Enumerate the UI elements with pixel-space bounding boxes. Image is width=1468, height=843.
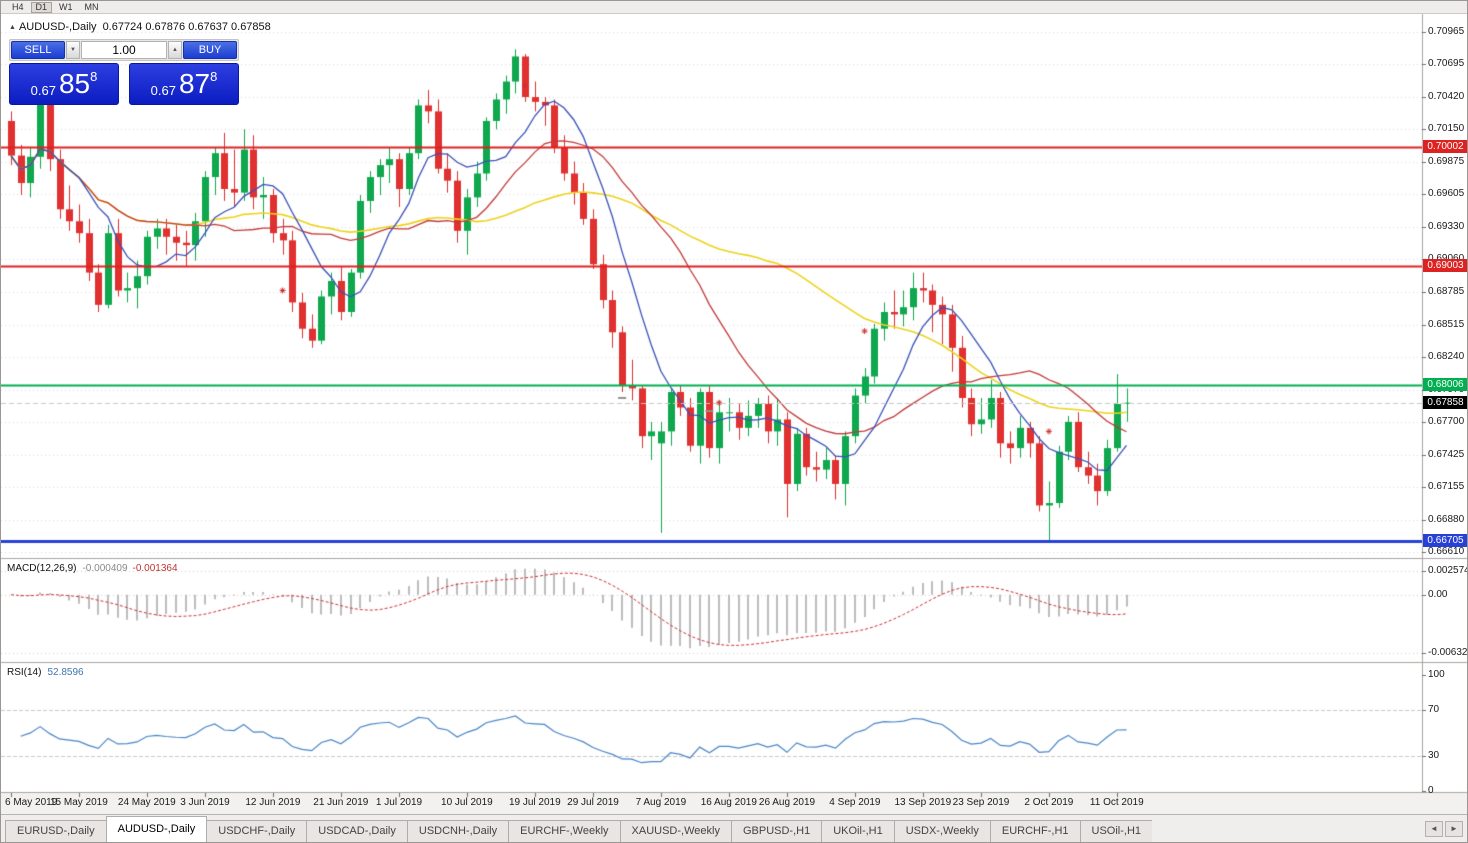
- buy-price-pip: 8: [210, 69, 218, 84]
- chart-tab-xauusd-weekly[interactable]: XAUUSD-,Weekly: [619, 820, 732, 842]
- timeframe-button-h4[interactable]: H4: [7, 2, 29, 13]
- buy-button[interactable]: BUY: [183, 41, 237, 59]
- chart-tab-usdx-weekly[interactable]: USDX-,Weekly: [893, 820, 991, 842]
- sell-button[interactable]: SELL: [11, 41, 65, 59]
- timeframe-button-d1[interactable]: D1: [30, 1, 53, 13]
- tab-scroll-left-button[interactable]: ◄: [1425, 821, 1443, 837]
- one-click-prices: 0.67 85 8 0.67 87 8: [9, 63, 239, 105]
- chart-tab-audusd-daily[interactable]: AUDUSD-,Daily: [105, 816, 208, 842]
- chart-tab-gbpusd-h1[interactable]: GBPUSD-,H1: [730, 820, 823, 842]
- buy-price-button[interactable]: 0.67 87 8: [129, 63, 239, 105]
- tab-scroll-right-button[interactable]: ►: [1445, 821, 1463, 837]
- one-click-top-row: SELL ▼ ▲ BUY: [9, 39, 239, 61]
- volume-increase-button[interactable]: ▲: [168, 41, 182, 59]
- chart-tab-eurchf-h1[interactable]: EURCHF-,H1: [989, 820, 1081, 842]
- chart-tab-ukoil-h1[interactable]: UKOil-,H1: [821, 820, 895, 842]
- sell-price-button[interactable]: 0.67 85 8: [9, 63, 119, 105]
- date-axis[interactable]: [1, 793, 1422, 816]
- chart-tab-usdcnh-daily[interactable]: USDCNH-,Daily: [406, 820, 510, 842]
- price-axis[interactable]: [1422, 14, 1467, 793]
- chart-tab-eurchf-weekly[interactable]: EURCHF-,Weekly: [508, 820, 621, 842]
- sell-price-digits: 85: [58, 68, 91, 99]
- timeframe-toolbar: H4 D1 W1 MN: [1, 1, 1467, 14]
- tab-scroll-controls: ◄ ►: [1425, 821, 1463, 842]
- chart-tab-usdchf-daily[interactable]: USDCHF-,Daily: [206, 820, 308, 842]
- volume-input[interactable]: [81, 41, 167, 59]
- sell-price-pip: 8: [90, 69, 98, 84]
- buy-price-digits: 87: [178, 68, 211, 99]
- timeframe-button-w1[interactable]: W1: [54, 2, 78, 13]
- volume-decrease-button[interactable]: ▼: [66, 41, 80, 59]
- buy-price-prefix: 0.67: [150, 83, 176, 98]
- sell-price-prefix: 0.67: [30, 83, 56, 98]
- chart-tab-eurusd-daily[interactable]: EURUSD-,Daily: [5, 820, 107, 842]
- timeframe-button-mn[interactable]: MN: [80, 2, 104, 13]
- chart-tab-usoil-h1[interactable]: USOil-,H1: [1079, 820, 1153, 842]
- chart-tabs: EURUSD-,Daily AUDUSD-,Daily USDCHF-,Daily U…: [5, 816, 1153, 842]
- chart-tab-usdcad-daily[interactable]: USDCAD-,Daily: [306, 820, 408, 842]
- chart-tab-bar: EURUSD-,Daily AUDUSD-,Daily USDCHF-,Daily U…: [1, 814, 1467, 842]
